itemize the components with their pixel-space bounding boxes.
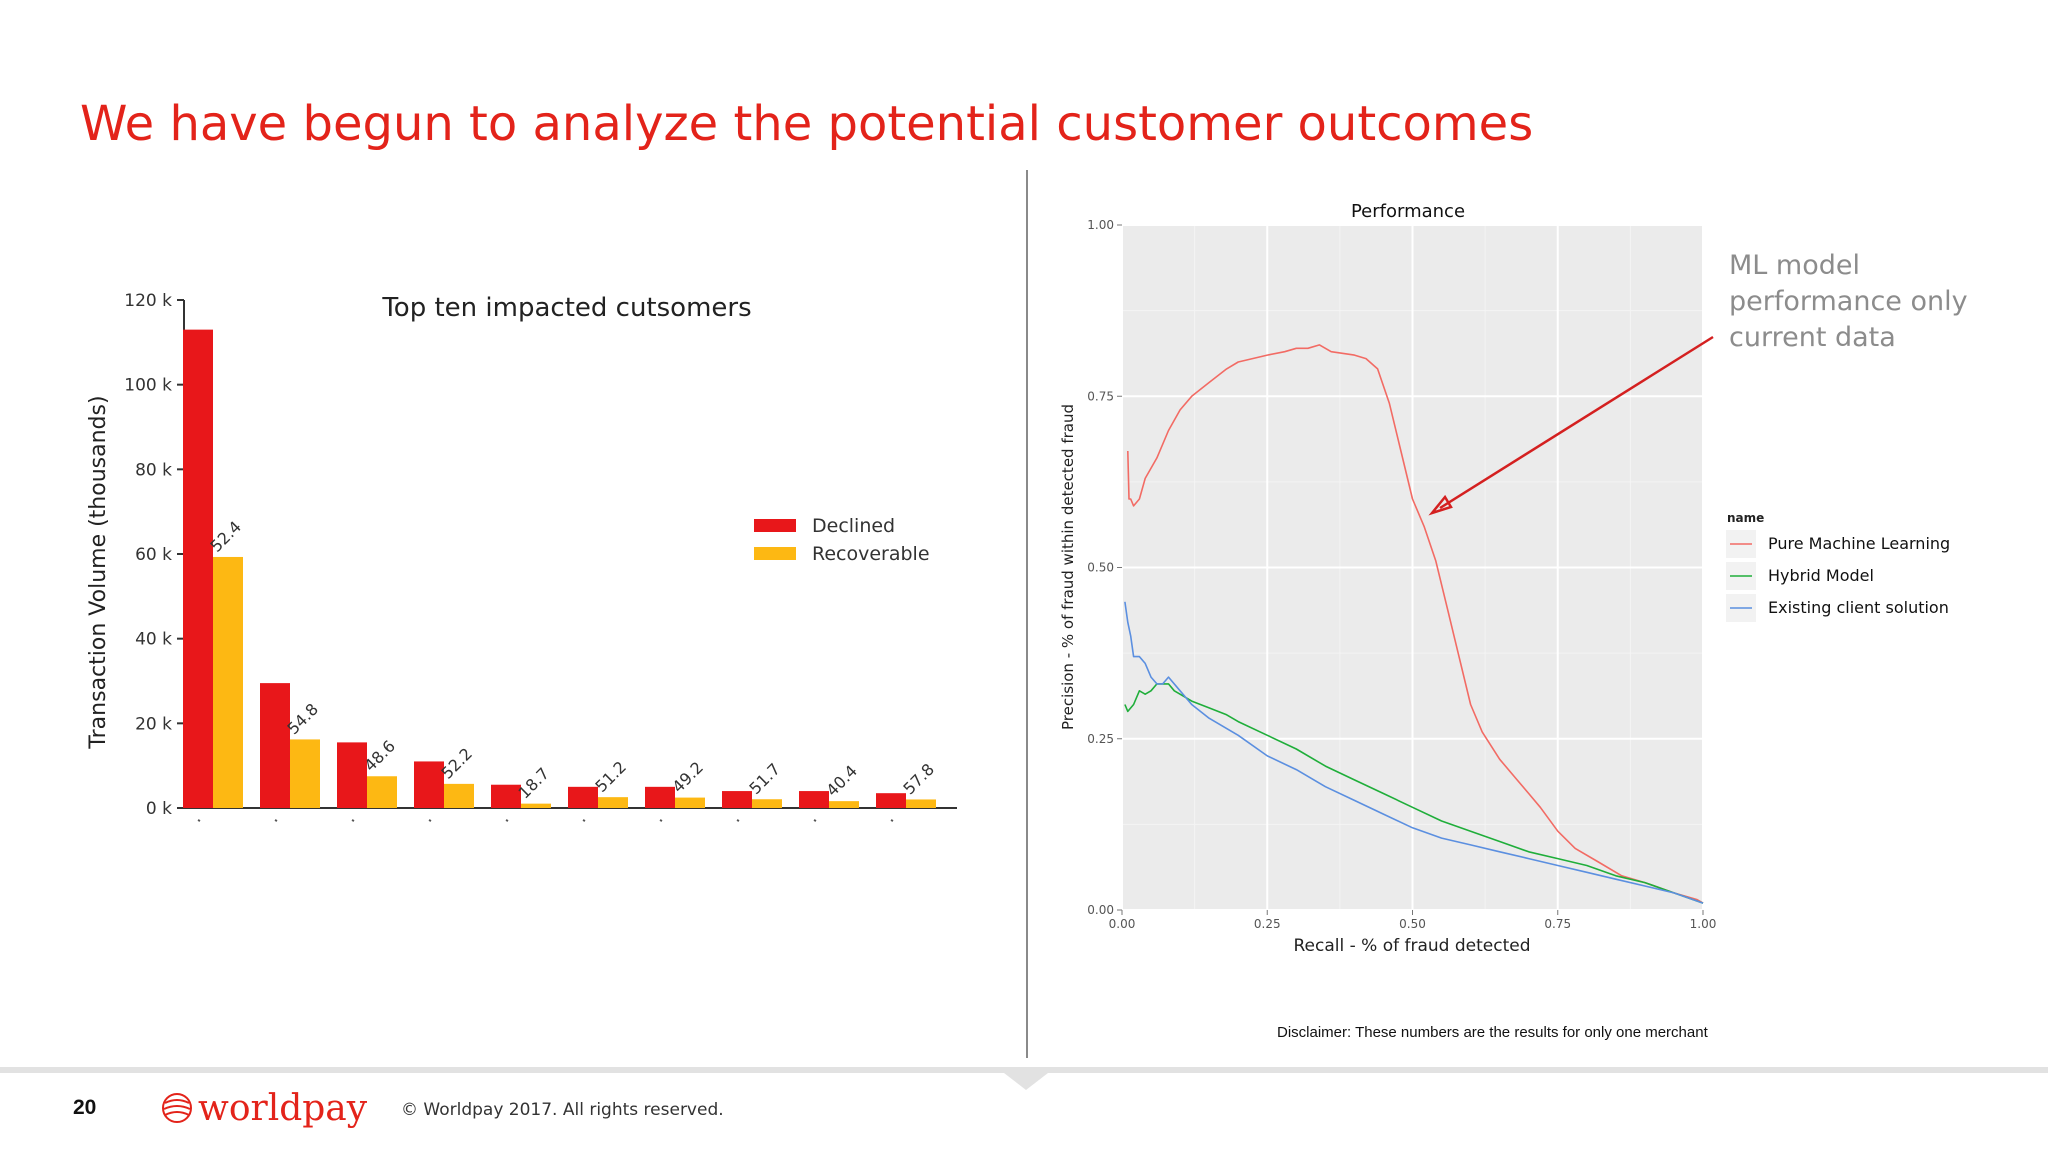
series-line-hybrid-model xyxy=(1124,683,1704,904)
y-tick-label: 40 k xyxy=(135,630,172,650)
disclaimer-text: Disclaimer: These numbers are the result… xyxy=(1277,1024,1708,1041)
legend-label-recoverable: Recoverable xyxy=(812,543,930,565)
bar-chart-title: Top ten impacted cutsomers xyxy=(381,293,751,323)
series-line-pure-machine-learning xyxy=(1127,344,1704,904)
x-tick-label: 0.50 xyxy=(1399,917,1426,931)
legend-label: Pure Machine Learning xyxy=(1768,534,1950,553)
x-tick-label: 1.00 xyxy=(1690,917,1717,931)
bar-recoverable xyxy=(598,797,628,808)
slide-title: We have begun to analyze the potential c… xyxy=(80,96,1534,152)
y-tick-label: 0.50 xyxy=(1087,561,1114,575)
bar-data-label: 57.8 xyxy=(899,760,938,799)
legend-swatch-declined xyxy=(754,519,796,532)
bar-declined xyxy=(645,786,675,808)
y-tick-label: 20 k xyxy=(135,714,172,734)
annotation-line: performance only xyxy=(1729,286,1968,317)
bar-declined xyxy=(876,793,906,808)
y-tick-label: 60 k xyxy=(135,545,172,565)
bar-recoverable xyxy=(290,739,320,808)
performance-chart-title: Performance xyxy=(1351,201,1465,222)
bar-chart: Top ten impacted cutsomers Transaction V… xyxy=(86,291,957,822)
x-tick-label: 0.25 xyxy=(1254,917,1281,931)
bar-declined xyxy=(568,786,598,808)
x-tick-mark xyxy=(274,819,278,822)
ml-annotation: ML model performance only current data xyxy=(1729,248,1968,356)
bar-declined xyxy=(722,791,752,808)
globe-icon xyxy=(162,1093,192,1123)
y-tick-label: 120 k xyxy=(124,291,172,311)
x-tick-mark xyxy=(428,819,432,822)
series-line-existing-client-solution xyxy=(1124,601,1704,904)
bar-recoverable xyxy=(675,797,705,808)
x-tick-mark xyxy=(890,819,894,822)
bar-recoverable xyxy=(906,799,936,808)
legend-swatch-recoverable xyxy=(754,547,796,560)
bar-recoverable xyxy=(213,556,243,808)
bar-recoverable xyxy=(752,799,782,808)
bar-recoverable xyxy=(521,803,551,808)
legend-label: Hybrid Model xyxy=(1768,566,1874,585)
legend-label-declined: Declined xyxy=(812,515,895,537)
bar-recoverable xyxy=(367,776,397,808)
x-tick-mark xyxy=(659,819,663,822)
y-tick-label: 80 k xyxy=(135,460,172,480)
x-tick-label: 0.00 xyxy=(1109,917,1136,931)
slide-divider xyxy=(1026,170,1028,1058)
x-tick-label: 0.75 xyxy=(1544,917,1571,931)
worldpay-logo: worldpay xyxy=(160,1085,367,1131)
x-tick-mark xyxy=(351,819,355,822)
y-tick-label: 0.00 xyxy=(1087,903,1114,917)
footer-notch xyxy=(1004,1073,1048,1090)
bar-recoverable xyxy=(444,783,474,808)
bar-declined xyxy=(414,761,444,808)
y-tick-label: 0 k xyxy=(146,799,172,819)
copyright-text: © Worldpay 2017. All rights reserved. xyxy=(401,1100,724,1120)
bar-declined xyxy=(491,784,521,808)
x-tick-mark xyxy=(736,819,740,822)
bar-declined xyxy=(183,329,213,808)
y-tick-label: 0.75 xyxy=(1087,389,1114,403)
bar-declined xyxy=(260,683,290,808)
x-tick-mark xyxy=(505,819,509,822)
bar-declined xyxy=(799,791,829,808)
legend-title: name xyxy=(1727,511,1764,525)
y-tick-label: 1.00 xyxy=(1087,218,1114,232)
legend-label: Existing client solution xyxy=(1768,598,1949,617)
x-tick-mark xyxy=(197,819,201,822)
y-tick-label: 100 k xyxy=(124,376,172,396)
bar-declined xyxy=(337,742,367,808)
page-number: 20 xyxy=(73,1096,97,1119)
performance-chart-ylabel: Precision - % of fraud within detected f… xyxy=(1059,404,1077,730)
y-tick-label: 0.25 xyxy=(1087,732,1114,746)
performance-chart-xlabel: Recall - % of fraud detected xyxy=(1293,936,1530,956)
annotation-line: current data xyxy=(1729,322,1896,353)
logo-text: worldpay xyxy=(198,1087,368,1129)
x-tick-mark xyxy=(582,819,586,822)
annotation-line: ML model xyxy=(1729,250,1860,281)
bar-recoverable xyxy=(829,801,859,808)
footer-bar xyxy=(0,1067,2048,1073)
x-tick-mark xyxy=(813,819,817,822)
bar-chart-ylabel: Transaction Volume (thousands) xyxy=(86,395,111,749)
